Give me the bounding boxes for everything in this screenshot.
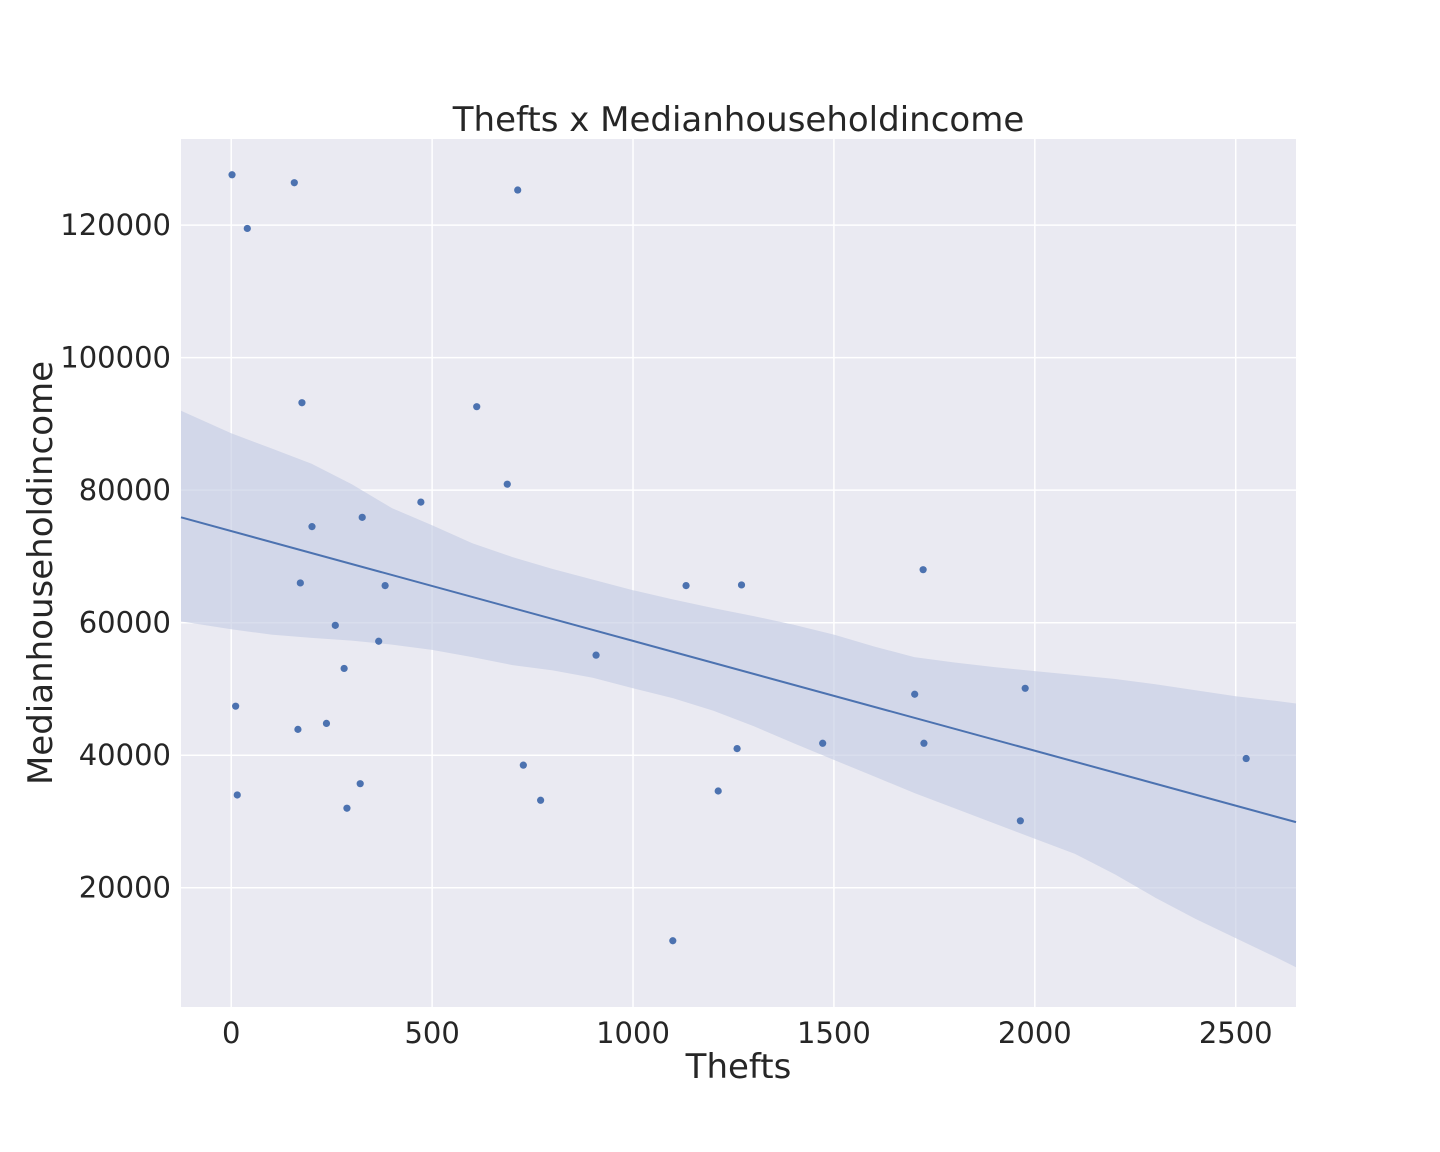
- scatter-point: [737, 581, 746, 589]
- scatter-point: [308, 523, 316, 531]
- scatter-point: [290, 179, 298, 187]
- scatter-point: [417, 498, 425, 506]
- x-axis-ticks: 0 500 1000 1500 2000 2500: [222, 1016, 1273, 1050]
- scatter-point: [1021, 684, 1029, 692]
- scatter-point: [592, 651, 600, 659]
- confidence-band: [181, 410, 1296, 968]
- scatter-point: [911, 690, 919, 698]
- scatter-point: [503, 480, 511, 488]
- scatter-point: [519, 761, 527, 769]
- scatter-point: [714, 787, 722, 795]
- scatter-point: [733, 744, 741, 753]
- scatter-point: [1242, 754, 1250, 763]
- x-tick-label: 1500: [797, 1016, 871, 1050]
- scatter-point: [381, 581, 389, 590]
- y-axis-ticks: 20000 40000 60000 80000 100000 120000: [60, 208, 171, 905]
- scatter-point: [819, 739, 827, 747]
- regression-line: [180, 516, 1297, 824]
- x-tick-label: 2000: [998, 1016, 1072, 1050]
- scatter-point: [375, 637, 383, 645]
- x-tick-label: 0: [222, 1016, 240, 1050]
- scatter-point: [919, 566, 927, 574]
- scatter-point: [682, 581, 690, 590]
- chart-title: Thefts x Medianhouseholdincome: [452, 100, 1025, 140]
- y-tick-label: 80000: [79, 473, 171, 507]
- scatter-point: [669, 937, 677, 945]
- y-axis-label: Medianhouseholdincome: [21, 361, 61, 785]
- scatter-point: [322, 719, 331, 728]
- scatter-point: [356, 780, 364, 788]
- y-tick-label: 40000: [79, 738, 171, 772]
- scatter-point: [331, 621, 339, 629]
- scatter-point: [228, 171, 236, 179]
- y-tick-label: 100000: [60, 341, 171, 375]
- x-axis-label: Thefts: [685, 1047, 792, 1087]
- scatter-point: [473, 403, 481, 411]
- scatter-point: [294, 725, 302, 733]
- scatter-point: [243, 224, 251, 233]
- scatter-point: [514, 186, 522, 194]
- y-tick-label: 60000: [79, 606, 171, 640]
- y-tick-label: 120000: [60, 208, 171, 242]
- scatter-point: [340, 664, 348, 673]
- x-tick-label: 2500: [1199, 1016, 1273, 1050]
- scatter-point: [1016, 817, 1024, 825]
- scatter-point: [537, 796, 545, 804]
- scatter-point: [233, 791, 241, 799]
- scatter-point: [296, 579, 304, 587]
- x-tick-label: 500: [404, 1016, 459, 1050]
- scatter-point: [920, 739, 928, 747]
- x-tick-label: 1000: [596, 1016, 670, 1050]
- scatter-point: [358, 513, 366, 521]
- scatter-point: [298, 399, 306, 407]
- y-tick-label: 20000: [79, 871, 171, 905]
- scatter-point: [343, 804, 351, 812]
- scatter-points: [228, 171, 1250, 945]
- scatter-point: [232, 702, 240, 710]
